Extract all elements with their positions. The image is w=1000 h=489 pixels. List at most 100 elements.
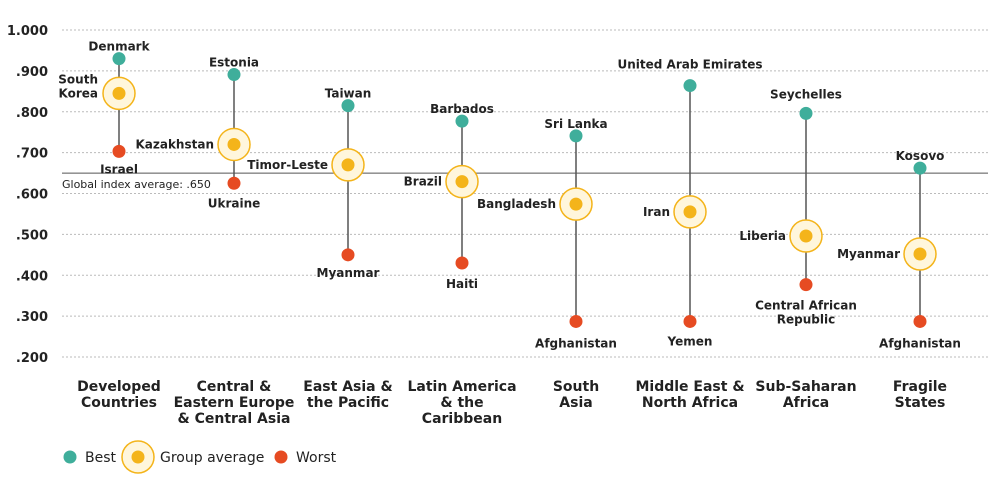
best-point: [569, 129, 583, 143]
category-label: Latin America & the Caribbean: [407, 379, 516, 427]
worst-label: Haiti: [446, 277, 478, 291]
best-label: Seychelles: [770, 87, 842, 101]
worst-label-line: Ukraine: [208, 196, 261, 210]
worst-point: [341, 248, 355, 262]
best-point: [683, 79, 697, 93]
group-5: United Arab Emirates Iran Yemen: [618, 58, 763, 349]
average-point: [227, 137, 241, 151]
worst-label-line: Republic: [777, 313, 835, 327]
worst-point: [799, 278, 813, 292]
y-tick-label: .800: [16, 106, 48, 121]
average-label-line: Iran: [643, 205, 670, 219]
group-1: Estonia Kazakhstan Ukraine: [135, 56, 260, 211]
average-point: [683, 205, 697, 219]
average-label-line: Kazakhstan: [135, 137, 214, 151]
worst-label-line: Israel: [100, 162, 138, 176]
average-label: Iran: [643, 205, 670, 219]
category-label-line: Fragile: [893, 379, 947, 395]
worst-point: [683, 314, 697, 328]
category-label-line: Asia: [559, 395, 592, 411]
best-label: Sri Lanka: [544, 117, 607, 131]
category-label-line: States: [895, 395, 946, 411]
group-0: Denmark South Korea Israel: [58, 40, 150, 177]
category-label: Central & Eastern Europe & Central Asia: [174, 379, 295, 427]
category-label-line: the Pacific: [307, 395, 389, 411]
worst-point: [227, 176, 241, 190]
group-4: Sri Lanka Bangladesh Afghanistan: [477, 117, 617, 351]
y-tick-label: .500: [16, 228, 48, 243]
category-label-line: Latin America: [407, 379, 516, 395]
y-tick-label: 1.000: [7, 24, 48, 39]
best-label-line: Taiwan: [325, 87, 372, 101]
legend: Best Group average Worst: [63, 440, 337, 474]
worst-label-line: Afghanistan: [535, 336, 617, 350]
best-label-line: Barbados: [430, 102, 494, 116]
worst-label: Central African Republic: [755, 299, 857, 327]
legend-swatch-average: [131, 450, 145, 464]
average-point: [913, 247, 927, 261]
worst-label-line: Central African: [755, 299, 857, 313]
legend-item-average: Group average: [121, 440, 264, 474]
group-6: Seychelles Liberia Central African Republic: [739, 87, 857, 326]
legend-item-worst: Worst: [274, 450, 337, 466]
worst-label: Ukraine: [208, 196, 261, 210]
average-label: Liberia: [739, 229, 786, 243]
legend-swatch-worst: [274, 450, 288, 464]
worst-label: Afghanistan: [535, 336, 617, 350]
best-point: [799, 106, 813, 120]
category-label-line: East Asia &: [303, 379, 392, 395]
best-label: United Arab Emirates: [618, 58, 763, 72]
best-label: Kosovo: [896, 149, 945, 163]
category-label: East Asia & the Pacific: [303, 379, 392, 411]
average-point: [455, 175, 469, 189]
legend-label-average: Group average: [160, 450, 264, 466]
category-label-line: Middle East &: [635, 379, 744, 395]
average-label: South Korea: [58, 72, 98, 100]
worst-label: Myanmar: [317, 266, 380, 280]
category-label: Fragile States: [893, 379, 947, 411]
best-label-line: Sri Lanka: [544, 117, 607, 131]
best-label-line: United Arab Emirates: [618, 58, 763, 72]
average-label: Brazil: [404, 175, 442, 189]
worst-point: [913, 314, 927, 328]
group-3: Barbados Brazil Haiti: [404, 102, 494, 291]
category-label-line: Central &: [197, 379, 272, 395]
average-label-line: Brazil: [404, 175, 442, 189]
best-label-line: Kosovo: [896, 149, 945, 163]
worst-label-line: Haiti: [446, 277, 478, 291]
y-tick-label: .900: [16, 65, 48, 80]
average-point: [112, 86, 126, 100]
reference-line: Global index average: .650: [62, 172, 988, 191]
best-label-line: Estonia: [209, 56, 259, 70]
legend-swatch-best: [63, 450, 77, 464]
y-axis: 1.000 .900 .800 .700 .600 .500 .400 .300 .200: [7, 24, 48, 366]
best-label: Barbados: [430, 102, 494, 116]
best-label: Denmark: [88, 40, 150, 54]
best-point: [112, 52, 126, 66]
category-label-line: & Central Asia: [178, 411, 291, 427]
category-groups: Denmark South Korea Israel Estonia Kazakhstan…: [58, 40, 961, 351]
reference-line-label: Global index average: .650: [62, 178, 211, 191]
legend-label-worst: Worst: [296, 450, 337, 466]
worst-label: Israel: [100, 162, 138, 176]
category-label-line: Developed: [77, 379, 161, 395]
x-axis-categories: Developed Countries Central & Eastern Europ…: [77, 379, 947, 427]
y-tick-label: .200: [16, 351, 48, 366]
average-label-line: Bangladesh: [477, 197, 556, 211]
best-label: Estonia: [209, 56, 259, 70]
group-2: Taiwan Timor-Leste Myanmar: [247, 87, 379, 280]
best-label-line: Seychelles: [770, 87, 842, 101]
worst-label-line: Afghanistan: [879, 336, 961, 350]
category-label: Middle East & North Africa: [635, 379, 744, 411]
best-point: [341, 99, 355, 113]
category-label-line: South: [553, 379, 599, 395]
worst-label-line: Myanmar: [317, 266, 380, 280]
worst-point: [569, 314, 583, 328]
category-label-line: & the: [440, 395, 483, 411]
legend-item-best: Best: [63, 450, 117, 466]
worst-label: Yemen: [667, 334, 713, 348]
y-tick-label: .600: [16, 188, 48, 203]
average-label-line: South: [58, 72, 98, 86]
average-label: Timor-Leste: [247, 158, 328, 172]
